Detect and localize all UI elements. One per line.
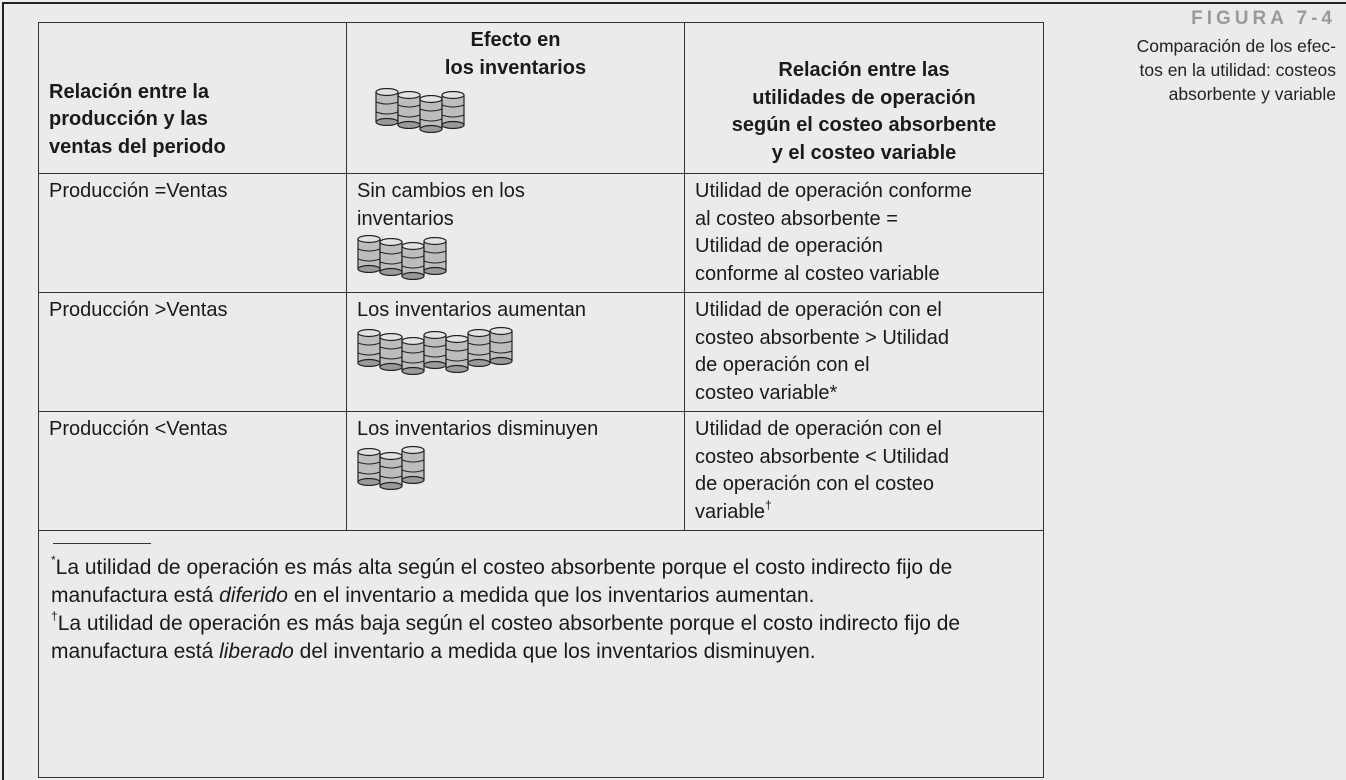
cell: Utilidad de operación conforme al costeo … bbox=[684, 173, 1044, 293]
cell-text: Sin cambios en los inventarios bbox=[357, 178, 674, 233]
cell: Producción <Ventas bbox=[38, 411, 347, 531]
barrels-icon bbox=[357, 235, 447, 280]
footnote: †La utilidad de operación es más baja se… bbox=[51, 610, 1031, 666]
text-line: Comparación de los efec- bbox=[1136, 36, 1336, 56]
cell: Producción >Ventas bbox=[38, 292, 347, 412]
footnote-text: en el inventario a medida que los invent… bbox=[287, 584, 815, 607]
text-line: Efecto en bbox=[470, 29, 561, 51]
footnote-emphasis: liberado bbox=[219, 640, 294, 663]
caption: Comparación de los efec-tos en la utilid… bbox=[1137, 34, 1336, 106]
text-line: ventas del periodo bbox=[49, 135, 226, 158]
text-line: Utilidad de operación con el bbox=[695, 418, 942, 440]
cell-text: Relación entre las utilidades de operació… bbox=[695, 57, 1033, 167]
cell-text: Los inventarios disminuyen bbox=[357, 416, 674, 444]
footnote-text: del inventario a medida que los inventar… bbox=[293, 640, 816, 663]
footnote-text: La utilidad de operación es más alta seg… bbox=[51, 556, 953, 607]
cell-text: Utilidad de operación con el costeo absor… bbox=[695, 416, 1033, 526]
cell: Los inventarios disminuyen bbox=[346, 411, 685, 531]
text-line: Relación entre la bbox=[49, 80, 210, 103]
cell-text: Relación entre la producción y las ventas … bbox=[49, 79, 336, 162]
text-line: Producción >Ventas bbox=[49, 299, 228, 321]
row: Producción >Ventas Los inventarios aumen… bbox=[38, 292, 1044, 412]
text-line: al costeo absorbente = bbox=[695, 207, 898, 230]
text-line: Utilidad de operación con el bbox=[695, 299, 942, 321]
text-line: costeo variable* bbox=[695, 381, 838, 404]
text-line: utilidades de operación bbox=[752, 86, 976, 109]
footnotes: *La utilidad de operación es más alta se… bbox=[38, 530, 1044, 778]
text-line: Sin cambios en los bbox=[357, 180, 525, 202]
text-line: tos en la utilidad: costeos bbox=[1139, 60, 1336, 80]
cell: Producción =Ventas bbox=[38, 173, 347, 293]
row: Producción <Ventas Los inventarios dismi… bbox=[38, 411, 1044, 531]
text-line: inventarios bbox=[357, 207, 454, 230]
cell-text: Utilidad de operación conforme al costeo … bbox=[695, 178, 1033, 288]
barrels-icon bbox=[357, 445, 425, 490]
text-line: absorbente y variable bbox=[1168, 84, 1336, 104]
cell-text: Efecto en los inventarios bbox=[357, 27, 674, 82]
header-cell: Relación entre la producción y las ventas … bbox=[38, 22, 347, 174]
text-line: Relación entre las bbox=[778, 59, 950, 81]
footnote-marker: * bbox=[51, 553, 56, 567]
footnote-marker: † bbox=[51, 609, 58, 623]
cell-text: Utilidad de operación con el costeo absor… bbox=[695, 297, 1033, 407]
text-line: variable† bbox=[695, 497, 772, 523]
footer-row: *La utilidad de operación es más alta se… bbox=[38, 530, 1044, 778]
text-line: Producción =Ventas bbox=[49, 180, 228, 202]
text-line: Utilidad de operación conforme bbox=[695, 180, 972, 202]
footnote-rule bbox=[53, 543, 151, 544]
text-line: los inventarios bbox=[444, 56, 587, 79]
cell-text: Los inventarios aumentan bbox=[357, 297, 674, 325]
figure-label: FIGURA 7-4 bbox=[1191, 8, 1336, 29]
text-line: costeo absorbente < Utilidad bbox=[695, 445, 950, 468]
cell: Sin cambios en los inventarios bbox=[346, 173, 685, 293]
text-line: Los inventarios disminuyen bbox=[357, 418, 599, 440]
cell: Los inventarios aumentan bbox=[346, 292, 685, 412]
note-marker: † bbox=[765, 497, 772, 512]
text-line: Producción <Ventas bbox=[49, 418, 228, 440]
cell-text: Producción =Ventas bbox=[49, 178, 336, 206]
barrels-icon bbox=[357, 326, 513, 375]
text-line: Los inventarios aumentan bbox=[357, 299, 587, 321]
barrels-icon bbox=[375, 88, 465, 133]
text-line: de operación con el costeo bbox=[695, 473, 935, 495]
comparison-table: Relación entre la producción y las ventas … bbox=[38, 22, 1044, 778]
cell-text: Producción <Ventas bbox=[49, 416, 336, 444]
text-line: según el costeo absorbente bbox=[731, 114, 997, 136]
footnote: *La utilidad de operación es más alta se… bbox=[51, 554, 1031, 610]
cell: Utilidad de operación con el costeo absor… bbox=[684, 292, 1044, 412]
text-line: y el costeo variable bbox=[771, 141, 957, 164]
text-line: Utilidad de operación bbox=[695, 235, 883, 257]
text-line: producción y las bbox=[49, 108, 208, 130]
text-line: costeo absorbente > Utilidad bbox=[695, 326, 950, 349]
header-cell: Efecto en los inventarios bbox=[346, 22, 685, 174]
footnote-emphasis: diferido bbox=[219, 584, 288, 607]
cell: Utilidad de operación con el costeo absor… bbox=[684, 411, 1044, 531]
text-line: de operación con el bbox=[695, 354, 870, 376]
header-cell: Relación entre las utilidades de operació… bbox=[684, 22, 1044, 174]
figure-caption: FIGURA 7-4 Comparación de los efec-tos e… bbox=[1137, 8, 1336, 106]
row: Producción =Ventas Sin cambios en los inv… bbox=[38, 173, 1044, 293]
text-line: conforme al costeo variable bbox=[695, 262, 940, 285]
footnote-text: La utilidad de operación es más baja seg… bbox=[51, 612, 961, 663]
header-row: Relación entre la producción y las ventas … bbox=[38, 22, 1044, 174]
cell-text: Producción >Ventas bbox=[49, 297, 336, 325]
